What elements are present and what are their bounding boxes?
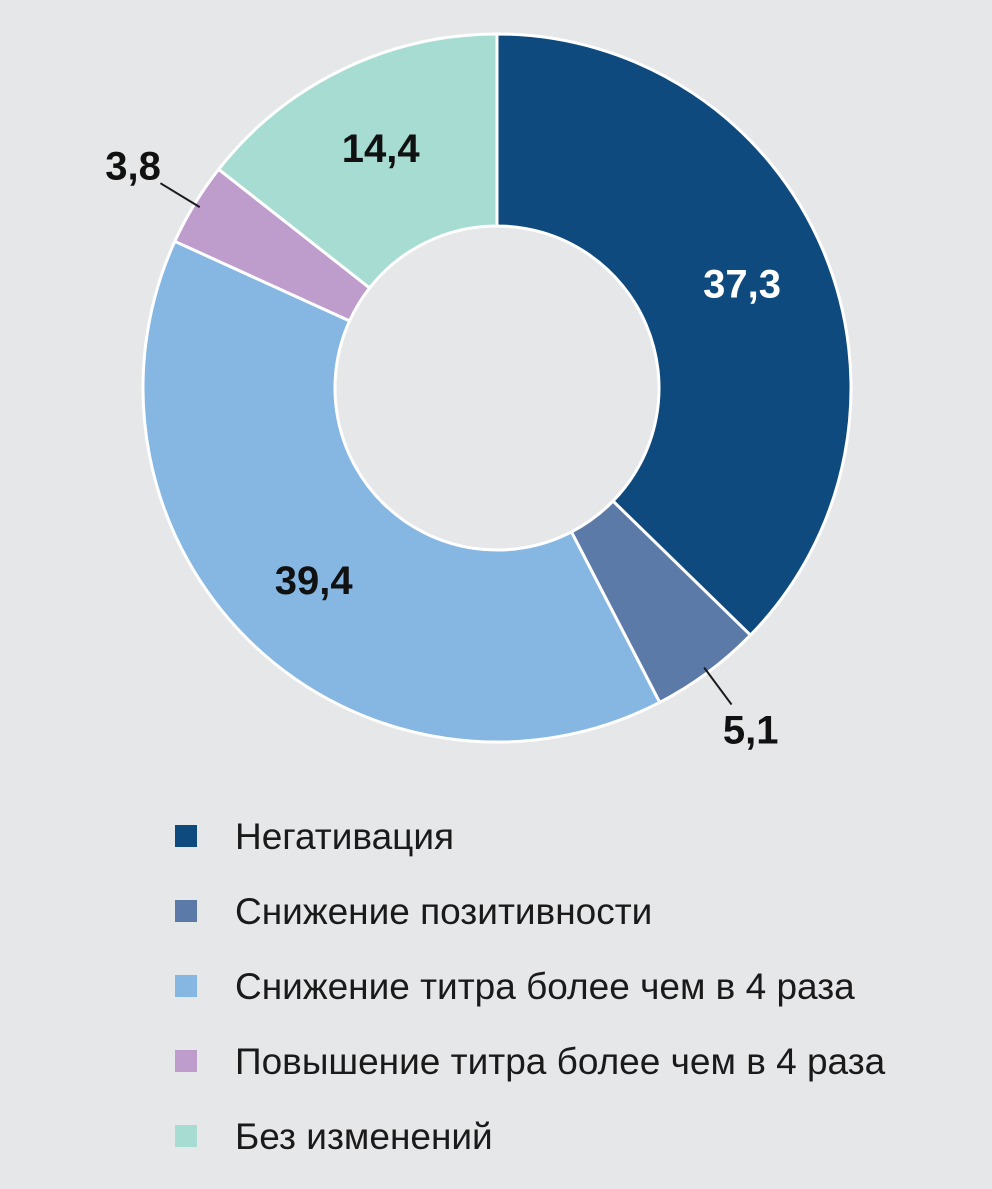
legend-swatch-no-change: [175, 1125, 197, 1147]
donut-chart: 37,3 5,1 39,4 3,8 14,4: [105, 32, 853, 752]
legend-label-negativation: Негативация: [235, 816, 455, 857]
legend-swatch-positivity-decrease: [175, 900, 197, 922]
legend-label-no-change: Без изменений: [235, 1116, 493, 1157]
data-label-titer-decrease: 39,4: [275, 559, 354, 603]
legend-swatch-negativation: [175, 825, 197, 847]
slice-titer-decrease: [141, 239, 662, 744]
slice-negativation: [495, 32, 853, 637]
slice-no-change: [217, 32, 499, 290]
legend-label-titer-increase: Повышение титра более чем в 4 раза: [235, 1041, 886, 1082]
legend-label-positivity-decrease: Снижение позитивности: [235, 891, 653, 932]
data-label-positivity-decrease: 5,1: [723, 708, 779, 752]
legend-swatch-titer-increase: [175, 1050, 197, 1072]
leader-line-titer-increase: [159, 182, 201, 208]
data-label-no-change: 14,4: [342, 127, 421, 171]
legend-label-titer-decrease: Снижение титра более чем в 4 раза: [235, 966, 855, 1007]
legend-swatch-titer-decrease: [175, 975, 197, 997]
leader-line-positivity-decrease: [703, 667, 733, 706]
data-label-negativation: 37,3: [703, 263, 781, 307]
data-label-titer-increase: 3,8: [105, 145, 161, 189]
